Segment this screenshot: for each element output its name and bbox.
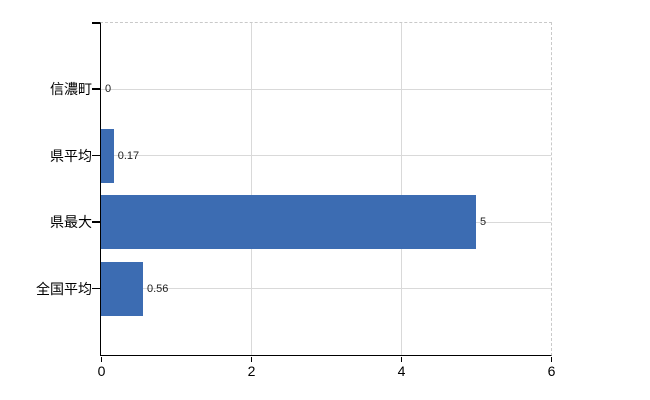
category-label: 全国平均 — [36, 280, 92, 297]
y-axis-end-tick — [92, 22, 100, 24]
value-label: 5 — [480, 216, 487, 229]
gridline-vertical — [400, 23, 402, 355]
gridline-horizontal — [101, 288, 551, 290]
y-axis-tick — [92, 287, 100, 290]
x-axis-tick-label: 6 — [547, 363, 556, 379]
gridline-horizontal — [101, 155, 551, 157]
category-label: 県平均 — [50, 147, 92, 164]
gridline-horizontal — [101, 88, 551, 90]
bar — [101, 195, 476, 250]
y-axis-tick — [92, 88, 100, 90]
category-label: 信濃町 — [50, 81, 92, 98]
gridline-vertical — [250, 23, 252, 355]
x-axis-tick — [550, 356, 552, 362]
value-label: 0 — [105, 83, 112, 96]
x-axis-tick-label: 4 — [397, 363, 406, 379]
x-axis-tick-label: 0 — [97, 363, 106, 379]
y-axis-tick — [92, 221, 100, 223]
category-label: 県最大 — [50, 214, 92, 231]
x-axis-tick-label: 2 — [247, 363, 256, 379]
bar — [101, 261, 143, 316]
y-axis-tick — [92, 154, 100, 157]
value-label: 0.56 — [147, 282, 169, 295]
x-axis-tick — [100, 356, 102, 362]
x-axis-tick — [400, 356, 402, 362]
x-axis-tick — [250, 356, 252, 362]
plot-area: 0 0.17 5 0.56 — [92, 22, 552, 356]
value-label: 0.17 — [117, 149, 140, 162]
bar — [101, 128, 114, 183]
